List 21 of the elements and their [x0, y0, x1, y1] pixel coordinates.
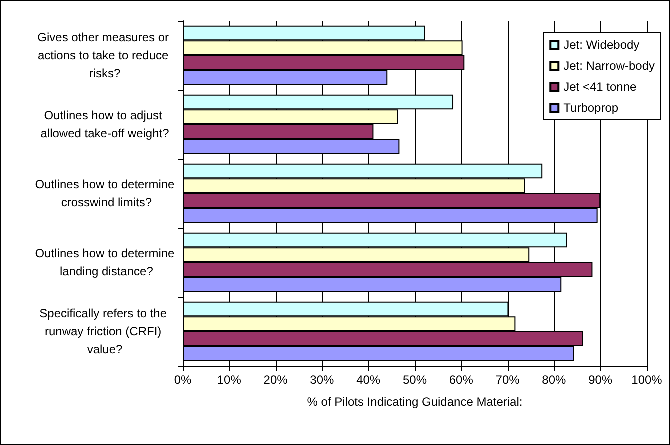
x-tick-label: 30%	[310, 373, 335, 387]
x-axis-title: % of Pilots Indicating Guidance Material:	[307, 395, 523, 409]
x-tick-label: 50%	[402, 373, 428, 387]
legend-label: Jet: Widebody	[564, 38, 640, 52]
legend-label: Turboprop	[564, 101, 619, 115]
x-tick-label: 80%	[542, 373, 567, 387]
y-tick-label: Outlines how to determine landing distance?	[35, 246, 176, 278]
x-tick-label: 90%	[588, 373, 613, 387]
x-tick-label: 70%	[496, 373, 520, 387]
y-tick-label: Outlines how to adjust allowed take-off weight?	[40, 108, 170, 140]
x-tick-label: 20%	[264, 373, 288, 387]
x-tick-label: 10%	[217, 373, 242, 387]
x-tick-label: 40%	[356, 373, 381, 387]
y-tick-label: Specifically refers to the runway friction (CRFI) value?	[40, 306, 170, 356]
y-tick-label: Gives other measures or actions to take to reduce risks?	[38, 30, 172, 80]
x-tick-label: 0%	[174, 373, 192, 387]
x-tick-label: 100%	[632, 373, 663, 387]
legend-label: Jet: Narrow-body	[564, 59, 656, 73]
x-tick-label: 60%	[449, 373, 474, 387]
legend-label: Jet <41 tonne	[564, 80, 638, 94]
y-tick-label: Outlines how to determine crosswind limits?	[35, 178, 176, 210]
